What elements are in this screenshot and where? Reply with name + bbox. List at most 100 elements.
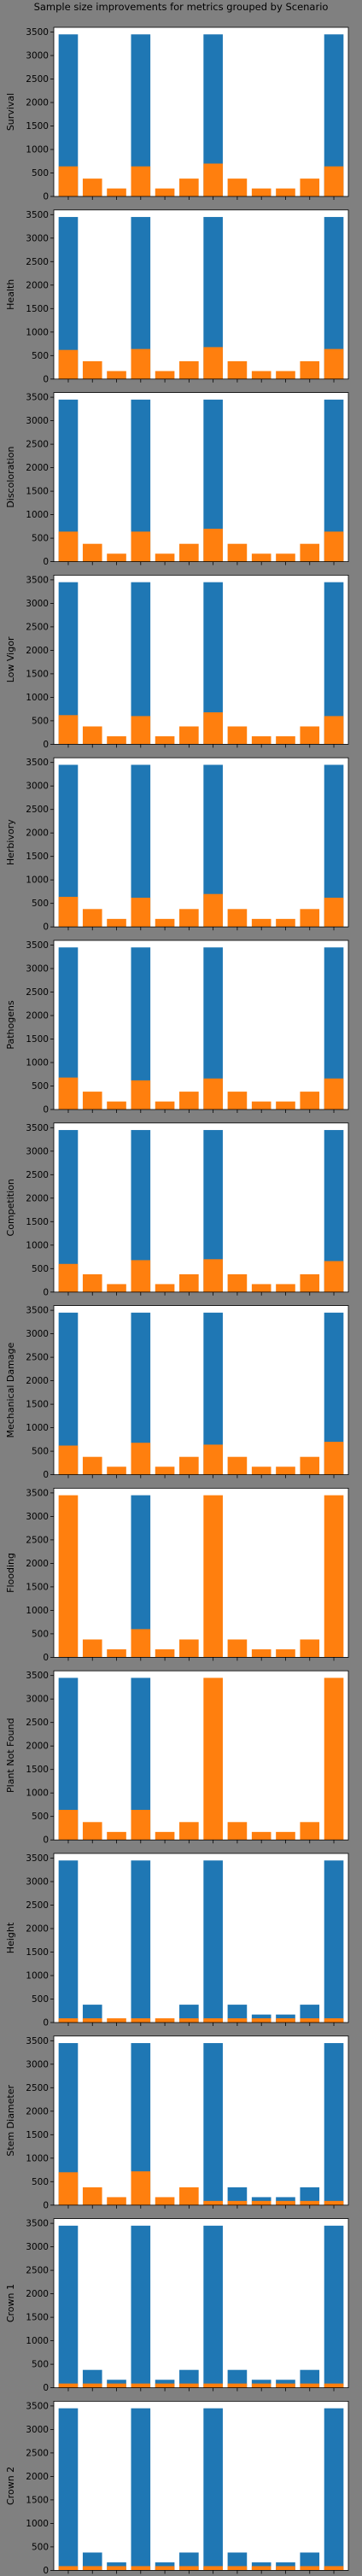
orange-bar <box>251 918 272 928</box>
blue-bar <box>227 2369 248 2388</box>
y-tick-label: 3000 <box>26 416 49 426</box>
orange-bar <box>131 1443 151 1475</box>
blue-bar <box>324 217 344 379</box>
y-tick-label: 0 <box>43 922 49 933</box>
y-tick-label: 1500 <box>26 852 49 862</box>
orange-bar <box>58 1077 79 1109</box>
y-tick-label: 500 <box>32 1629 49 1639</box>
y-axis-label: Crown 1 <box>5 2284 16 2322</box>
y-axis-label: Mechanical Damage <box>5 1342 16 1437</box>
orange-bar <box>155 553 175 562</box>
y-axis-label: Height <box>5 1922 16 1953</box>
y-tick-label: 500 <box>32 351 49 361</box>
y-tick-label: 2000 <box>26 2289 49 2299</box>
y-tick-label: 1500 <box>26 2130 49 2140</box>
subplot-2: 0 500 1000 1500 2000 2500 3000 3500 Health <box>5 209 349 384</box>
orange-bar <box>251 371 272 379</box>
y-tick-label: 3000 <box>26 964 49 975</box>
orange-bar <box>58 2383 79 2388</box>
orange-bar <box>324 2200 344 2205</box>
y-tick-label: 500 <box>32 1994 49 2005</box>
orange-bar <box>58 2018 79 2023</box>
orange-bar <box>203 712 223 745</box>
blue-bar <box>58 34 79 196</box>
y-tick-label: 2000 <box>26 828 49 839</box>
y-tick-label: 0 <box>43 1470 49 1480</box>
y-tick-label: 2500 <box>26 2266 49 2276</box>
axes-frame <box>53 2218 349 2389</box>
blue-bar <box>82 2005 102 2023</box>
orange-bar <box>131 1260 151 1292</box>
orange-bar <box>179 1822 199 1841</box>
y-tick-label: 500 <box>32 1081 49 1092</box>
y-tick-label: 3000 <box>26 233 49 243</box>
y-tick-label: 1000 <box>26 1423 49 1433</box>
blue-bar <box>324 2043 344 2205</box>
y-tick-label: 1500 <box>26 304 49 314</box>
y-tick-label: 2500 <box>26 987 49 998</box>
y-tick-label: 3000 <box>26 599 49 609</box>
orange-bar <box>276 553 295 562</box>
y-tick-label: 3500 <box>26 2036 49 2046</box>
blue-bar <box>324 399 344 562</box>
orange-bar <box>107 371 126 379</box>
orange-bar <box>227 2566 248 2571</box>
orange-bar <box>179 360 199 379</box>
subplot-14: 0 500 1000 1500 2000 2500 3000 3500 Crown 2 <box>5 2400 349 2576</box>
orange-bar <box>107 1831 126 1841</box>
axes-frame <box>53 940 349 1110</box>
orange-bar <box>251 2566 272 2571</box>
orange-bar <box>107 736 126 745</box>
orange-bar <box>227 2383 248 2388</box>
y-tick-label: 3000 <box>26 2059 49 2070</box>
y-tick-label: 0 <box>43 1835 49 1846</box>
y-tick-label: 500 <box>32 1812 49 1822</box>
blue-bar <box>324 2408 344 2571</box>
orange-bar <box>203 1495 223 1658</box>
blue-bar <box>131 1495 151 1658</box>
blue-bar <box>203 947 223 1109</box>
axes-background <box>54 27 348 196</box>
subplot-13: 0 500 1000 1500 2000 2500 3000 3500 Crown 1 <box>5 2218 349 2393</box>
orange-bar <box>82 179 102 196</box>
orange-bar <box>276 1831 295 1841</box>
orange-bar <box>58 349 79 379</box>
orange-bar <box>179 1639 199 1658</box>
orange-bar <box>203 2566 223 2571</box>
blue-bar <box>324 34 344 196</box>
axes-background <box>54 1122 348 1292</box>
y-tick-label: 0 <box>43 2383 49 2393</box>
orange-bar <box>300 726 320 745</box>
y-tick-label: 1000 <box>26 1606 49 1616</box>
subplot-11: 0 500 1000 1500 2000 2500 3000 3500 Height <box>5 1853 349 2029</box>
y-tick-label: 3500 <box>26 1306 49 1316</box>
orange-bar <box>58 897 79 928</box>
orange-bar <box>227 2200 248 2205</box>
orange-bar <box>131 2018 151 2023</box>
axes-background <box>54 575 348 745</box>
y-tick-label: 500 <box>32 716 49 726</box>
y-tick-label: 1000 <box>26 1971 49 1982</box>
blue-bar <box>131 2225 151 2388</box>
axes-background <box>54 1305 348 1475</box>
y-tick-label: 2000 <box>26 98 49 108</box>
orange-bar <box>227 909 248 928</box>
y-tick-label: 1000 <box>26 693 49 703</box>
orange-bar <box>227 179 248 196</box>
blue-bar <box>131 34 151 196</box>
y-axis-label: Survival <box>5 93 16 131</box>
y-axis-label: Flooding <box>5 1553 16 1593</box>
orange-bar <box>155 918 175 928</box>
orange-bar <box>251 1831 272 1841</box>
y-tick-label: 3500 <box>26 940 49 951</box>
orange-bar <box>203 163 223 196</box>
y-tick-label: 3500 <box>26 575 49 585</box>
y-tick-label: 1500 <box>26 2495 49 2505</box>
orange-bar <box>324 1261 344 1292</box>
y-tick-label: 1000 <box>26 327 49 337</box>
orange-bar <box>155 2383 175 2388</box>
orange-bar <box>227 1822 248 1841</box>
y-tick-label: 2000 <box>26 1559 49 1569</box>
orange-bar <box>300 179 320 196</box>
